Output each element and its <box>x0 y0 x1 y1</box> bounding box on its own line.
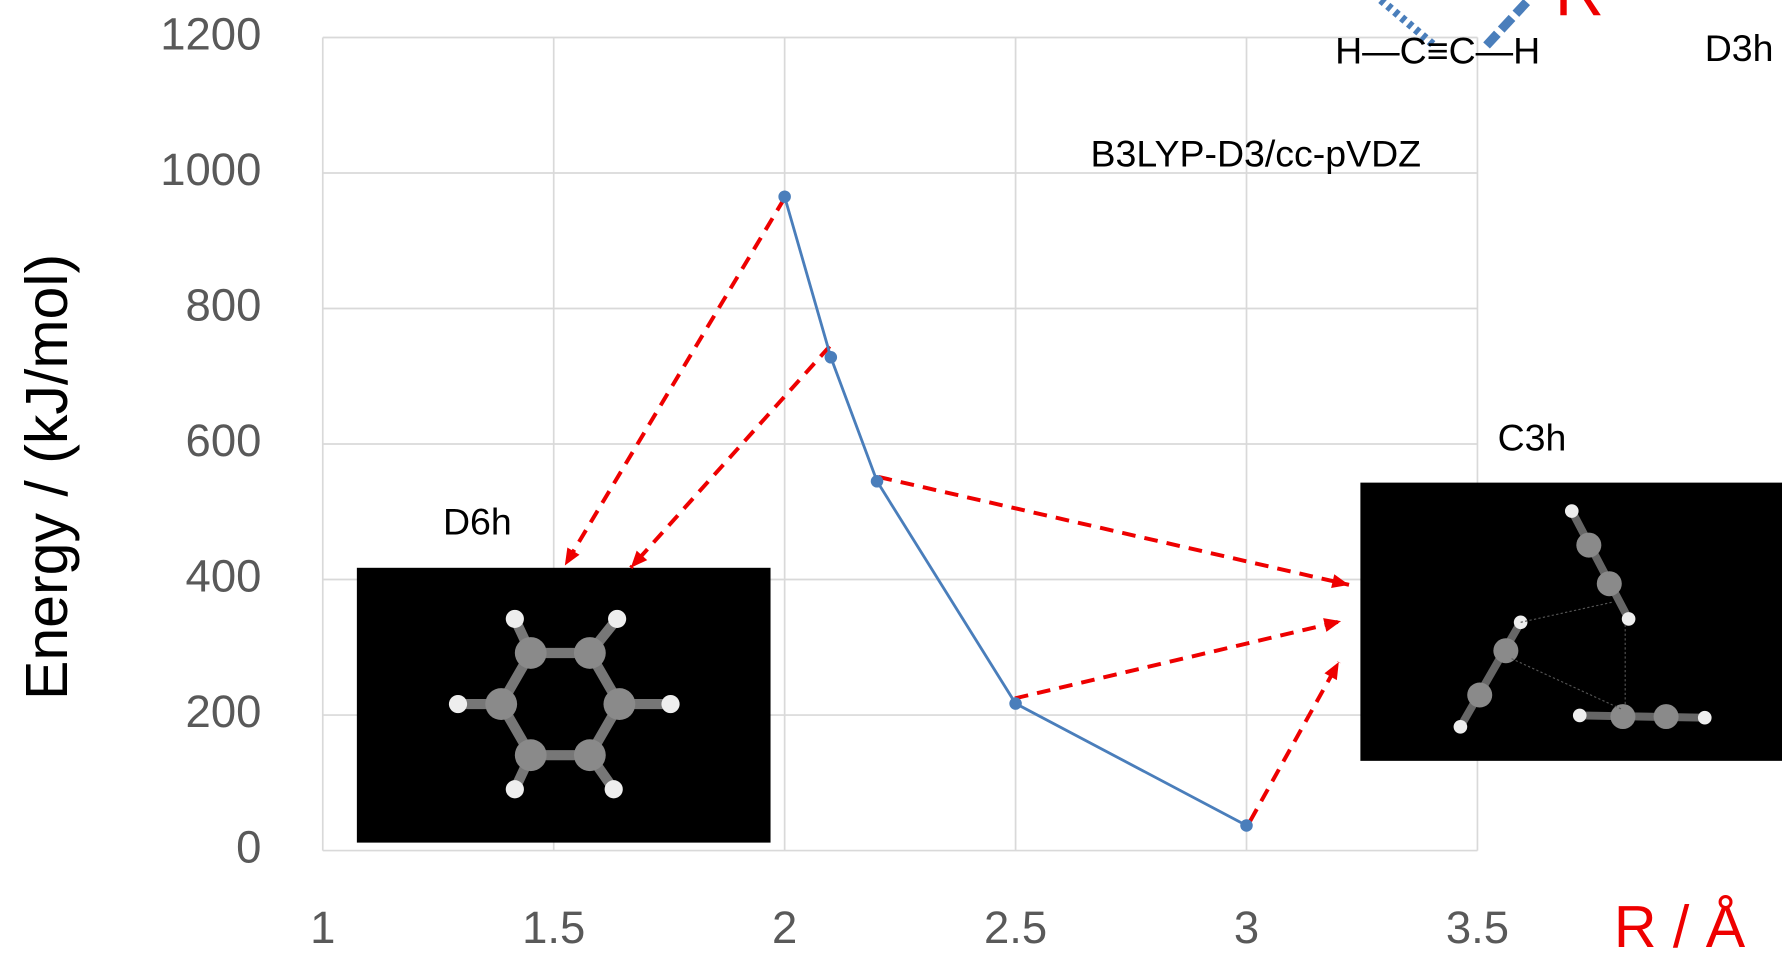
y-tick-label: 1200 <box>160 8 261 59</box>
y-tick-label: 800 <box>186 280 262 331</box>
x-tick-label: 1 <box>310 902 335 953</box>
x-tick-label: 2.5 <box>984 902 1047 953</box>
y-axis-label: Energy / (kJ/mol) <box>14 254 80 700</box>
data-point <box>825 351 838 363</box>
molecule-image <box>357 568 771 843</box>
arrow-line <box>565 199 784 566</box>
data-point <box>1240 819 1253 831</box>
data-point <box>778 190 791 202</box>
data-point <box>1009 697 1022 709</box>
molecule-image <box>1360 483 1782 761</box>
data-point <box>871 475 884 487</box>
y-tick-label: 400 <box>186 551 262 602</box>
x-tick-label: 3 <box>1234 902 1259 953</box>
arrow-head <box>1323 618 1341 632</box>
y-tick-label: 200 <box>186 686 262 737</box>
molecule-label: D3h <box>1705 27 1774 69</box>
chart-body: B3LYP-D3/cc-pVDZ D6h C3h D3h H—C≡C—H R R… <box>14 0 1782 960</box>
x-tick-label: 2 <box>772 902 797 953</box>
r-label: R <box>1555 0 1604 31</box>
y-tick-label: 600 <box>186 415 262 466</box>
y-tick-label: 0 <box>236 822 261 873</box>
chart: B3LYP-D3/cc-pVDZ D6h C3h D3h H—C≡C—H R R… <box>0 0 1782 963</box>
molecule-label: C3h <box>1498 417 1567 459</box>
method-label: B3LYP-D3/cc-pVDZ <box>1091 133 1422 175</box>
arrow-line <box>879 477 1350 585</box>
formula-label: H—C≡C—H <box>1335 29 1540 71</box>
decorations <box>357 0 1782 843</box>
arrow-line <box>631 346 830 567</box>
x-tick-label: 1.5 <box>522 902 585 953</box>
y-tick-label: 1000 <box>160 144 261 195</box>
arrow-line <box>1015 621 1341 698</box>
x-axis-label: R / Å <box>1614 894 1746 960</box>
molecule-label: D6h <box>443 501 512 543</box>
arrow-line <box>1250 662 1339 821</box>
x-tick-label: 3.5 <box>1446 902 1509 953</box>
